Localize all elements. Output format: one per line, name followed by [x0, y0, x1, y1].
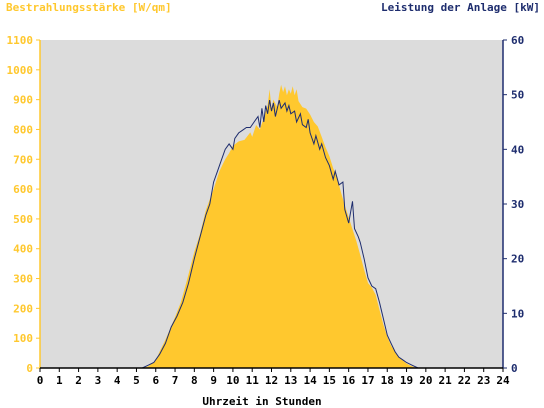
x-tick-label: 0 — [37, 374, 44, 387]
left-tick-label: 200 — [13, 302, 33, 315]
left-tick-label: 500 — [13, 213, 33, 226]
x-tick-label: 6 — [152, 374, 159, 387]
right-tick-label: 10 — [511, 307, 524, 320]
x-tick-label: 16 — [342, 374, 356, 387]
axes: 0100200300400500600700800900100011000102… — [7, 34, 525, 387]
x-tick-label: 12 — [265, 374, 278, 387]
x-tick-label: 8 — [191, 374, 198, 387]
x-tick-label: 3 — [95, 374, 102, 387]
x-tick-label: 10 — [226, 374, 239, 387]
right-tick-label: 40 — [511, 143, 524, 156]
right-tick-label: 30 — [511, 198, 524, 211]
left-tick-label: 700 — [13, 153, 33, 166]
x-tick-label: 23 — [477, 374, 490, 387]
x-tick-label: 21 — [439, 374, 453, 387]
right-tick-label: 20 — [511, 253, 524, 266]
x-tick-label: 19 — [400, 374, 413, 387]
x-tick-label: 20 — [419, 374, 432, 387]
x-tick-label: 1 — [56, 374, 63, 387]
x-tick-label: 5 — [133, 374, 140, 387]
left-tick-label: 800 — [13, 123, 33, 136]
right-axis-title: Leistung der Anlage [kW] — [381, 1, 540, 14]
x-tick-label: 17 — [361, 374, 374, 387]
x-tick-label: 24 — [496, 374, 510, 387]
x-tick-label: 11 — [246, 374, 260, 387]
x-tick-label: 2 — [75, 374, 82, 387]
left-tick-label: 1000 — [7, 64, 34, 77]
x-tick-label: 15 — [323, 374, 336, 387]
left-axis-title: Bestrahlungsstärke [W/qm] — [6, 1, 172, 14]
irradiance-area — [40, 84, 503, 368]
left-tick-label: 100 — [13, 332, 33, 345]
x-tick-label: 22 — [458, 374, 471, 387]
x-tick-label: 4 — [114, 374, 121, 387]
x-tick-label: 13 — [284, 374, 297, 387]
left-tick-label: 400 — [13, 243, 33, 256]
x-tick-label: 14 — [303, 374, 317, 387]
x-tick-label: 18 — [381, 374, 394, 387]
x-tick-label: 9 — [210, 374, 217, 387]
left-tick-label: 1100 — [7, 34, 34, 47]
plot-area — [40, 40, 503, 369]
power-line — [40, 99, 503, 369]
x-axis-title: Uhrzeit in Stunden — [202, 395, 321, 408]
right-tick-label: 50 — [511, 89, 524, 102]
x-tick-label: 7 — [172, 374, 179, 387]
right-tick-label: 0 — [511, 362, 518, 375]
left-tick-label: 600 — [13, 183, 33, 196]
right-tick-label: 60 — [511, 34, 524, 47]
left-tick-label: 900 — [13, 94, 33, 107]
left-tick-label: 0 — [26, 362, 33, 375]
left-tick-label: 300 — [13, 273, 33, 286]
